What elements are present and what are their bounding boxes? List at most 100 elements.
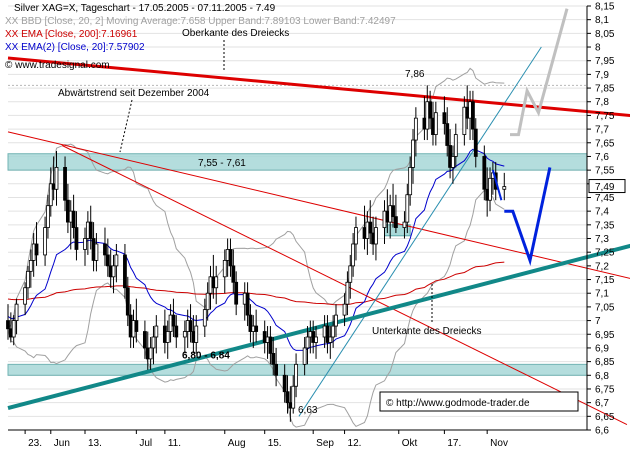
candle — [143, 320, 147, 359]
y-tick-label: 6,75 — [595, 384, 615, 395]
candle — [328, 326, 333, 359]
candle-body — [488, 177, 492, 201]
y-tick-label: 6,95 — [595, 330, 615, 341]
candle — [345, 271, 350, 316]
candle — [411, 129, 415, 184]
candle — [391, 183, 395, 228]
y-tick-label: 7 — [595, 316, 601, 327]
x-tick-label: Jun — [54, 438, 70, 449]
candle — [405, 183, 410, 234]
projections — [491, 8, 569, 266]
candle — [6, 304, 10, 340]
candle-body — [63, 166, 67, 201]
candle-body — [188, 320, 193, 332]
candle-body — [285, 391, 290, 404]
header-title: Silver XAG=X, Tageschart - 17.05.2005 - … — [14, 3, 276, 14]
candle-body — [405, 194, 410, 223]
candle-body — [228, 249, 233, 267]
candle — [442, 96, 447, 135]
candle — [271, 336, 276, 376]
chart-header: Silver XAG=X, Tageschart - 17.05.2005 - … — [5, 3, 396, 71]
header-bbd: XX BBD [Close, 20, 2] Moving Average:7.6… — [5, 16, 396, 27]
y-tick-label: 8,15 — [595, 2, 615, 13]
trendline-thin-red — [61, 145, 628, 425]
candle-body — [245, 292, 250, 316]
candle-body — [154, 325, 159, 338]
candle — [171, 298, 176, 337]
candle — [88, 205, 93, 250]
candle-body — [134, 320, 139, 332]
y-tick-label: 6,85 — [595, 357, 615, 368]
candle-body — [23, 287, 28, 305]
candle — [114, 243, 119, 283]
candle — [374, 216, 378, 261]
y-tick-label: 7,3 — [595, 234, 609, 245]
candle — [482, 145, 487, 201]
candle-body — [231, 265, 236, 283]
candle — [105, 238, 110, 277]
y-tick-label: 7,9 — [595, 70, 609, 81]
annotation-downtrend-leader — [119, 99, 133, 153]
candle — [354, 216, 358, 261]
candle-body — [271, 353, 276, 365]
y-tick-label: 6,6 — [595, 426, 609, 437]
candle-body — [151, 336, 156, 349]
candle-body — [88, 221, 93, 239]
candle — [433, 101, 438, 146]
candle — [14, 298, 19, 335]
candle-body — [302, 347, 307, 365]
candle-body — [94, 243, 99, 261]
x-tick-label: 12. — [348, 438, 362, 449]
candle-body — [165, 331, 170, 343]
candle-body — [125, 287, 130, 316]
y-tick-label: 7,35 — [595, 220, 615, 231]
annotation-zone-upper: 7,55 - 7,61 — [198, 158, 246, 169]
candle — [331, 315, 336, 348]
candle-body — [428, 101, 433, 119]
candle — [63, 156, 67, 212]
candle — [94, 233, 99, 272]
candle-body — [368, 221, 373, 234]
candle — [174, 315, 179, 348]
candle — [83, 227, 87, 266]
projection-gray — [510, 8, 569, 137]
trendline-thin-teal — [298, 46, 542, 417]
candle — [123, 243, 127, 299]
x-tick-label: 15. — [268, 438, 282, 449]
candle — [368, 200, 373, 244]
candle-body — [123, 254, 127, 289]
candle — [413, 107, 418, 157]
y-tick-label: 7,6 — [595, 152, 609, 163]
candle-body — [202, 309, 207, 327]
candle — [453, 123, 458, 168]
candle — [394, 194, 398, 234]
x-tick-label: Sep — [316, 438, 334, 449]
candle — [294, 353, 298, 398]
bollinger-upper — [7, 67, 505, 330]
candle-body — [314, 336, 318, 343]
candle — [325, 315, 330, 354]
candle-body — [342, 303, 347, 316]
candle — [26, 265, 30, 299]
candle-body — [402, 221, 407, 228]
candle-body — [48, 183, 53, 207]
candle — [488, 167, 492, 212]
y-tick-label: 7,75 — [595, 111, 615, 122]
candle-body — [502, 186, 507, 190]
x-tick-label: Aug — [228, 438, 246, 449]
candle — [334, 304, 338, 337]
candle-body — [114, 254, 119, 267]
candle-body — [54, 166, 59, 190]
candle-body — [328, 336, 333, 343]
candle-body — [445, 123, 450, 146]
candle-body — [254, 325, 259, 332]
candle — [214, 265, 219, 305]
y-tick-label: 6,9 — [595, 343, 609, 354]
grid — [8, 5, 587, 431]
candle-body — [6, 320, 10, 330]
candle — [71, 194, 76, 239]
triangle-upper-edge — [7, 56, 630, 118]
candle-body — [325, 325, 330, 343]
candle — [205, 282, 210, 321]
